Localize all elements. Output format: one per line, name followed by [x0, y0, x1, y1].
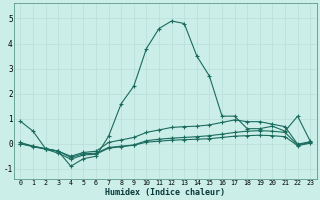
X-axis label: Humidex (Indice chaleur): Humidex (Indice chaleur)	[105, 188, 225, 197]
